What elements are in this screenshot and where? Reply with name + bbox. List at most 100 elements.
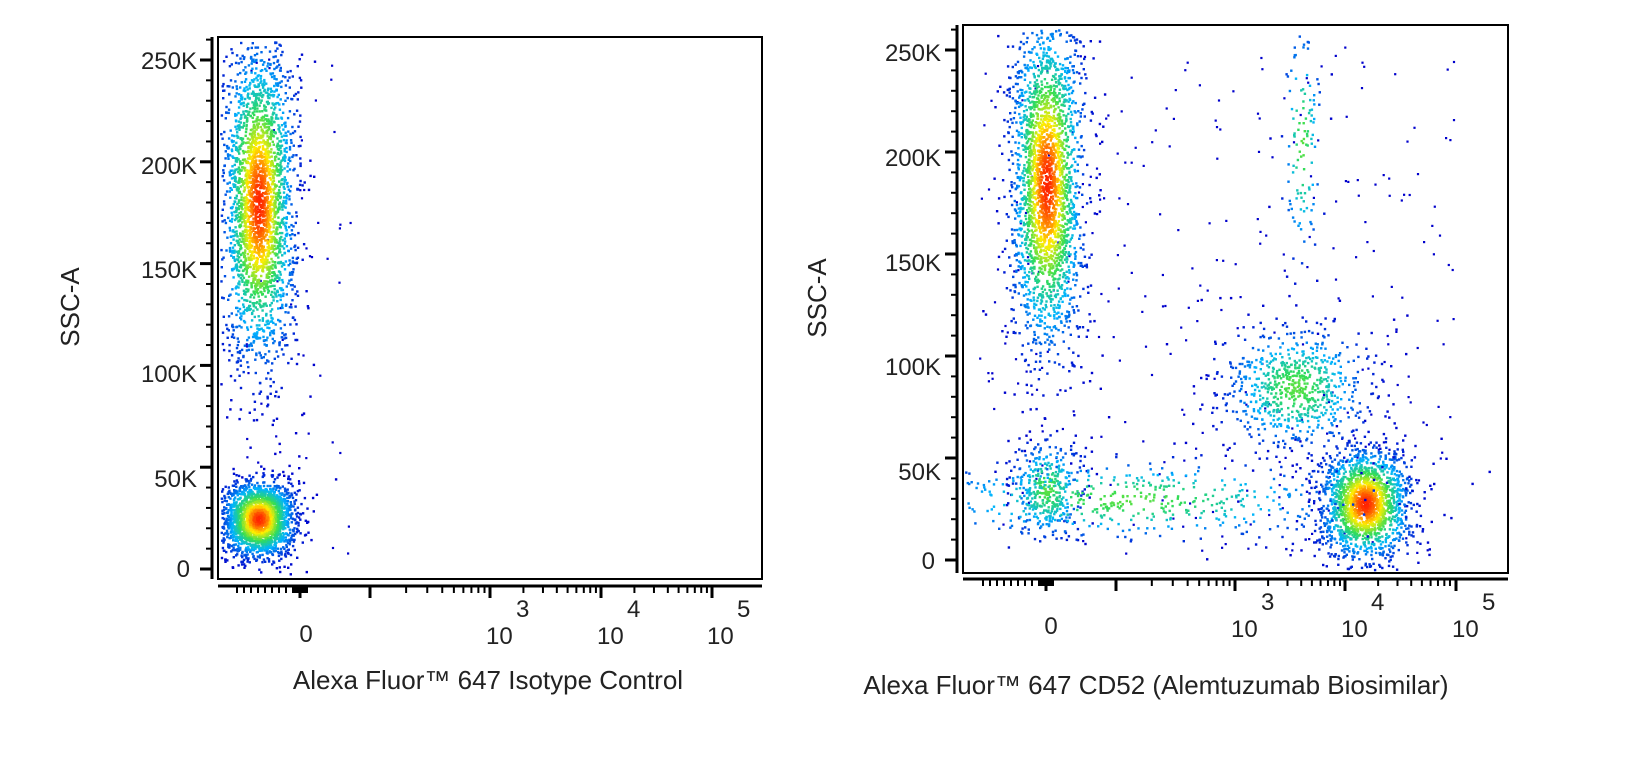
dot: [276, 528, 280, 532]
dot: [266, 547, 269, 551]
dot: [245, 525, 249, 528]
dot: [246, 215, 249, 218]
dot: [239, 117, 242, 121]
dot: [252, 265, 256, 269]
dot: [260, 260, 263, 264]
dot: [289, 513, 293, 516]
dot: [244, 160, 248, 163]
dot: [243, 219, 246, 223]
dot: [297, 353, 300, 356]
dot: [253, 408, 256, 411]
dot: [251, 213, 254, 216]
dot: [239, 57, 242, 60]
dot: [247, 557, 250, 560]
dot: [254, 235, 257, 239]
dot: [238, 417, 241, 421]
dot: [287, 162, 290, 165]
dot: [270, 155, 273, 158]
dot: [235, 92, 238, 95]
dot: [223, 522, 226, 526]
dot: [268, 186, 271, 189]
dot: [256, 221, 260, 225]
dot: [274, 542, 277, 545]
dot: [299, 162, 302, 165]
dot: [266, 395, 269, 398]
dot: [239, 530, 242, 534]
dot: [244, 308, 247, 312]
dot: [286, 170, 289, 173]
dot: [249, 162, 252, 165]
dot: [247, 275, 251, 278]
dot: [280, 498, 283, 501]
dot: [265, 188, 268, 192]
dot: [263, 126, 267, 129]
dot: [246, 536, 249, 539]
dot: [301, 184, 304, 187]
dot: [269, 496, 272, 499]
dot: [278, 126, 281, 129]
dot: [230, 48, 233, 51]
dot: [252, 120, 255, 124]
dot: [277, 189, 281, 192]
dot: [230, 220, 233, 223]
dot: [249, 549, 253, 552]
dot: [233, 258, 236, 261]
dot: [225, 500, 228, 503]
dot: [260, 506, 263, 509]
dot: [240, 138, 244, 141]
dot: [252, 217, 255, 220]
dot: [245, 128, 248, 131]
dot: [234, 61, 238, 65]
dot: [240, 493, 243, 496]
dot: [264, 161, 267, 164]
dot: [255, 237, 258, 240]
dot: [266, 508, 270, 511]
dot: [260, 542, 263, 546]
dot: [276, 174, 279, 177]
dot: [234, 287, 237, 290]
dot: [243, 292, 246, 296]
dot: [290, 303, 293, 306]
dot: [271, 117, 274, 120]
dot: [250, 185, 254, 188]
dot: [271, 102, 274, 105]
dot: [278, 495, 281, 499]
dot: [262, 174, 265, 178]
dot: [222, 256, 225, 259]
dot: [261, 69, 264, 72]
dot: [291, 155, 294, 159]
dot: [298, 482, 301, 485]
dot: [281, 507, 284, 510]
dot: [261, 194, 264, 198]
dot: [271, 509, 274, 513]
dot: [264, 46, 267, 49]
dot: [297, 145, 301, 148]
dot: [240, 144, 243, 147]
dot: [259, 125, 263, 129]
dot: [236, 131, 239, 134]
dot: [245, 497, 248, 501]
dot: [299, 179, 302, 183]
dot: [274, 293, 277, 296]
dot: [275, 512, 278, 515]
dot: [234, 214, 237, 217]
dot: [269, 62, 272, 66]
dot: [257, 97, 260, 100]
dot: [283, 511, 286, 514]
dot: [256, 284, 259, 287]
dot: [312, 510, 315, 513]
dot: [259, 304, 262, 307]
dot: [262, 218, 265, 222]
dot: [259, 283, 262, 286]
dot: [278, 168, 281, 172]
dot: [277, 507, 280, 510]
dot: [245, 508, 248, 511]
dot: [255, 246, 258, 249]
dot: [240, 217, 243, 220]
dot: [227, 515, 231, 519]
dot: [255, 500, 259, 503]
dot: [268, 209, 271, 212]
dot: [252, 341, 255, 344]
dot: [247, 479, 250, 483]
dot: [235, 474, 238, 477]
